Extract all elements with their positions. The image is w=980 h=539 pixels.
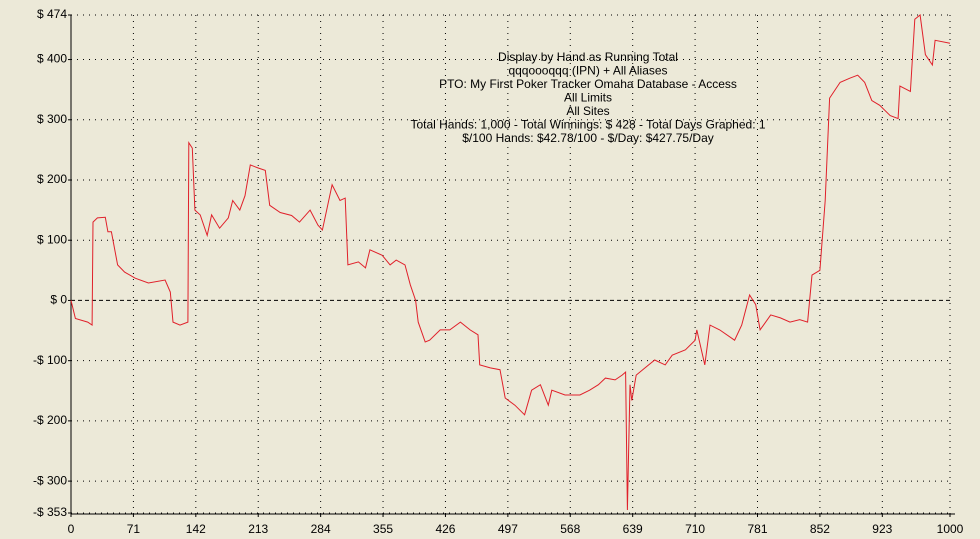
annotation: All Sites (566, 104, 609, 118)
y-tick-label: $ 400 (37, 52, 67, 66)
line-series (70, 14, 951, 511)
annotation: qqqoooqqq (IPN) + All Aliases (508, 64, 667, 78)
x-tick-label: 781 (747, 522, 767, 536)
x-tick-label: 71 (127, 522, 141, 536)
y-tick-label: -$ 300 (33, 473, 67, 487)
x-tick-label: 710 (685, 522, 705, 536)
x-tick-label: 497 (498, 522, 518, 536)
x-tick-label: 0 (68, 522, 75, 536)
annotation: Total Hands: 1,000 - Total Winnings: $ 4… (410, 118, 765, 132)
annotation: $/100 Hands: $42.78/100 - $/Day: $427.75… (462, 131, 714, 145)
annotation: Display by Hand as Running Total (498, 50, 678, 64)
x-tick-label: 639 (623, 522, 643, 536)
annotation: PTO: My First Poker Tracker Omaha Databa… (439, 77, 737, 91)
y-tick-label: -$ 100 (33, 353, 67, 367)
x-tick-label: 568 (560, 522, 580, 536)
x-tick-label: 1000 (937, 522, 964, 536)
x-tick-label: 852 (810, 522, 830, 536)
x-tick-label: 355 (373, 522, 393, 536)
y-tick-label: $ 300 (37, 112, 67, 126)
y-tick-label: $ 200 (37, 172, 67, 186)
x-tick-label: 923 (872, 522, 892, 536)
y-tick-label: $ 100 (37, 232, 67, 246)
y-tick-label: -$ 353 (33, 505, 67, 519)
y-tick-label: $ 0 (50, 293, 67, 307)
x-tick-label: 213 (248, 522, 268, 536)
y-tick-label: $ 474 (37, 7, 67, 21)
x-tick-label: 142 (186, 522, 206, 536)
x-tick-label: 284 (311, 522, 331, 536)
x-tick-label: 426 (435, 522, 455, 536)
y-tick-label: -$ 200 (33, 413, 67, 427)
annotation: All Limits (564, 91, 612, 105)
